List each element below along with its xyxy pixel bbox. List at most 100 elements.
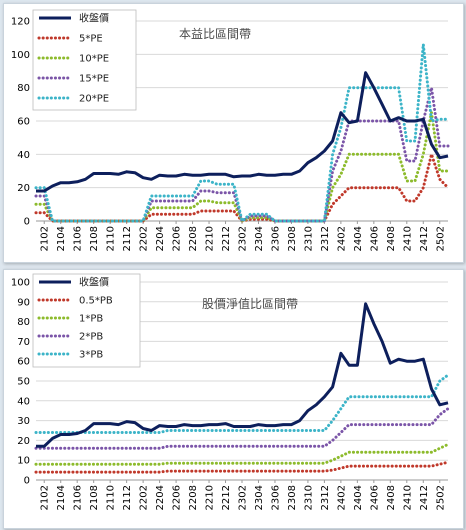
- pe-series-line-4: [34, 42, 450, 223]
- pe-x-axis: 2102 2104 2106 2108 2110 2112 2202 2204 2206 2208…: [36, 220, 448, 251]
- pb-x-tick-label: 2104: [56, 485, 67, 510]
- pe-y-tick-label: 100: [11, 50, 30, 61]
- pb-chart-title: 股價淨值比區間帶: [202, 296, 298, 311]
- pb-legend-label: 收盤價: [79, 276, 109, 289]
- pb-y-tick-label: 0: [24, 476, 30, 487]
- pe-legend-box: [32, 9, 137, 111]
- pb-x-tick-label: 2106: [73, 485, 84, 510]
- pe-band-chart-panel: 0 20 40 60 80 100 120 2102 2104 2106 2108 2110 2112 2…: [3, 3, 464, 263]
- pe-x-tick-label: 2108: [89, 226, 100, 251]
- pb-x-tick-label: 2308: [287, 485, 298, 510]
- pe-x-tick-label: 2306: [270, 226, 281, 251]
- pe-x-tick-label: 2310: [303, 226, 314, 251]
- pe-x-tick-label: 2102: [40, 226, 51, 251]
- pb-x-tick-label: 2208: [188, 485, 199, 510]
- pe-series-line-2: [34, 111, 450, 223]
- pe-legend: 收盤價 5*PE 10*PE 15*PE 20*PE: [32, 9, 137, 111]
- pb-x-tick-label: 2404: [353, 485, 364, 510]
- pe-x-tick-label: 2410: [402, 226, 413, 251]
- pe-x-tick-label: 2204: [155, 226, 166, 251]
- pb-y-tick-label: 80: [17, 317, 30, 328]
- pb-legend: 收盤價 0.5*PB 1*PB 2*PB 3*PB: [32, 273, 141, 368]
- pb-y-tick-label: 90: [17, 297, 30, 308]
- pe-x-tick-label: 2404: [353, 226, 364, 251]
- pe-x-tick-label: 2402: [336, 226, 347, 251]
- pb-x-tick-label: 2410: [402, 485, 413, 510]
- pe-x-tick-label: 2210: [205, 226, 216, 251]
- pb-series-line-0: [36, 302, 449, 448]
- pe-y-tick-label: 60: [17, 117, 30, 128]
- pb-band-chart: 0 10 20 30 40 50 60 70 80 90 100 2102 2104 2106 2108 21…: [11, 273, 450, 510]
- pe-x-tick-label: 2308: [287, 226, 298, 251]
- pb-x-tick-label: 2306: [270, 485, 281, 510]
- pb-x-tick-label: 2202: [139, 485, 150, 510]
- pb-y-tick-label: 60: [17, 357, 30, 368]
- pb-x-tick-label: 2302: [238, 485, 249, 510]
- pb-band-chart-panel: 0 10 20 30 40 50 60 70 80 90 100 2102 2104 2106 2108 21…: [3, 269, 464, 529]
- pe-legend-label: 10*PE: [79, 54, 109, 65]
- pb-y-tick-label: 70: [17, 337, 30, 348]
- pb-y-tick-label: 30: [17, 416, 30, 427]
- pb-x-tick-label: 2210: [205, 485, 216, 510]
- pb-series-line-2: [34, 442, 450, 466]
- pe-legend-label: 5*PE: [79, 34, 103, 45]
- pb-legend-box: [32, 273, 141, 368]
- pb-x-tick-label: 2206: [172, 485, 183, 510]
- pe-legend-label: 收盤價: [79, 12, 109, 25]
- pb-y-tick-label: 20: [17, 436, 30, 447]
- pe-x-tick-label: 2502: [435, 226, 446, 251]
- pb-x-tick-label: 2108: [89, 485, 100, 510]
- pe-series-line-0: [36, 71, 449, 193]
- pb-y-axis: 0 10 20 30 40 50 60 70 80 90 100: [11, 278, 30, 487]
- pe-x-tick-label: 2104: [56, 226, 67, 251]
- pb-x-tick-label: 2312: [320, 485, 331, 510]
- pe-x-tick-label: 2408: [386, 226, 397, 251]
- pb-series-line-4: [34, 373, 450, 434]
- pe-chart-title: 本益比區間帶: [179, 27, 251, 41]
- pe-y-tick-label: 120: [11, 17, 30, 28]
- pb-x-tick-label: 2502: [435, 485, 446, 510]
- pb-x-tick-label: 2406: [369, 485, 380, 510]
- pe-x-tick-label: 2208: [188, 226, 199, 251]
- pe-x-tick-label: 2110: [106, 226, 117, 251]
- pb-x-tick-label: 2412: [419, 485, 430, 510]
- pe-y-tick-label: 40: [17, 150, 30, 161]
- pb-legend-label: 1*PB: [79, 314, 103, 325]
- pb-x-axis: 2102 2104 2106 2108 2110 2112 2202 2204 2206 2208…: [36, 479, 448, 510]
- pe-legend-label: 20*PE: [79, 94, 109, 105]
- pb-y-tick-label: 40: [17, 396, 30, 407]
- pe-x-tick-label: 2406: [369, 226, 380, 251]
- pb-x-tick-label: 2212: [221, 485, 232, 510]
- pb-legend-label: 2*PB: [79, 332, 103, 343]
- pb-x-tick-label: 2310: [303, 485, 314, 510]
- pe-x-tick-label: 2212: [221, 226, 232, 251]
- pb-x-tick-label: 2110: [106, 485, 117, 510]
- pb-y-tick-label: 10: [17, 456, 30, 467]
- pb-y-tick-label: 100: [11, 278, 30, 289]
- pe-x-tick-label: 2202: [139, 226, 150, 251]
- pb-x-tick-label: 2402: [336, 485, 347, 510]
- pb-series-line-3: [34, 407, 450, 450]
- pe-y-axis: 0 20 40 60 80 100 120: [11, 17, 30, 228]
- pe-x-tick-label: 2106: [73, 226, 84, 251]
- pe-legend-label: 15*PE: [79, 74, 109, 85]
- pb-legend-label: 3*PB: [79, 350, 103, 361]
- pb-x-tick-label: 2112: [122, 485, 133, 510]
- pe-y-tick-label: 80: [17, 83, 30, 94]
- pe-x-tick-label: 2302: [238, 226, 249, 251]
- pe-x-tick-label: 2206: [172, 226, 183, 251]
- pb-y-tick-label: 50: [17, 377, 30, 388]
- pb-series-line-1: [34, 460, 450, 474]
- pe-x-tick-label: 2312: [320, 226, 331, 251]
- pe-x-tick-label: 2304: [254, 226, 265, 251]
- pe-y-tick-label: 0: [24, 217, 30, 228]
- pe-x-tick-label: 2412: [419, 226, 430, 251]
- pe-x-tick-label: 2112: [122, 226, 133, 251]
- pb-x-tick-label: 2304: [254, 485, 265, 510]
- pe-y-tick-label: 20: [17, 183, 30, 194]
- pb-x-tick-label: 2102: [40, 485, 51, 510]
- pb-x-tick-label: 2408: [386, 485, 397, 510]
- pb-legend-label: 0.5*PB: [79, 296, 113, 307]
